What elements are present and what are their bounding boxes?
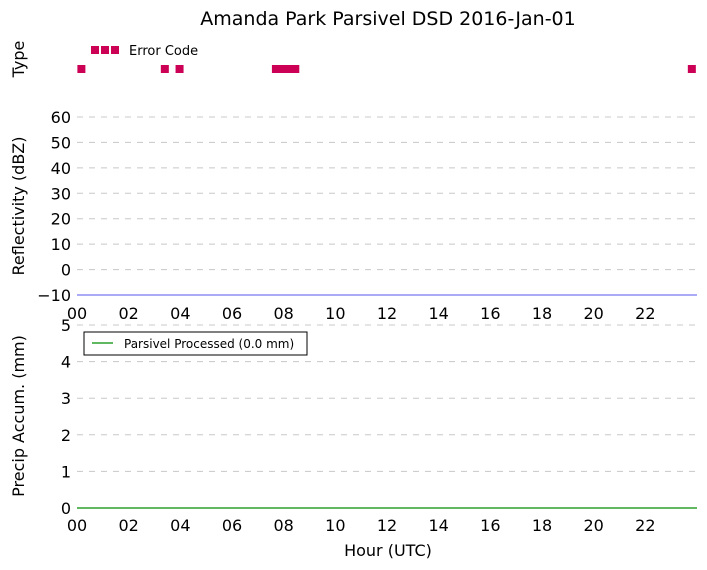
y-tick-label: 30	[51, 184, 71, 203]
reflectivity-panel: Reflectivity (dBZ) 60 50 40 30 20 10 0 −10 00 02…	[9, 108, 697, 323]
x-tick-label: 12	[377, 304, 397, 323]
y-tick-label: 40	[51, 159, 71, 178]
x-tick-label: 00	[67, 304, 87, 323]
error-code-marker	[160, 65, 169, 73]
x-tick-label: 06	[222, 516, 242, 535]
x-tick-label: 08	[273, 304, 293, 323]
reflectivity-y-ticks: 60 50 40 30 20 10 0 −10	[37, 108, 71, 305]
precip-legend: Parsivel Processed (0.0 mm)	[83, 331, 308, 356]
reflectivity-ylabel: Reflectivity (dBZ)	[9, 137, 28, 276]
y-tick-label: −10	[37, 286, 71, 305]
x-tick-label: 04	[170, 516, 190, 535]
y-tick-label: 0	[61, 499, 71, 518]
x-tick-label: 00	[67, 516, 87, 535]
legend-label-parsivel: Parsivel Processed (0.0 mm)	[124, 337, 294, 351]
y-tick-label: 60	[51, 108, 71, 127]
y-tick-label: 1	[61, 462, 71, 481]
x-axis-label: Hour (UTC)	[344, 541, 432, 560]
precip-x-ticks: 00 02 04 06 08 10 12 14 16 18 20 22	[67, 516, 656, 535]
error-code-marker	[687, 65, 696, 73]
y-tick-label: 20	[51, 210, 71, 229]
error-code-marker	[175, 65, 184, 73]
error-code-marker	[284, 65, 293, 73]
reflectivity-x-ticks: 00 02 04 06 08 10 12 14 16 18 20 22	[67, 304, 656, 323]
type-ylabel: Type	[9, 41, 28, 79]
x-tick-label: 18	[532, 516, 552, 535]
reflectivity-grid	[77, 116, 697, 271]
error-code-marker	[77, 65, 86, 73]
y-tick-label: 10	[51, 235, 71, 254]
y-tick-label: 4	[61, 353, 71, 372]
x-tick-label: 18	[532, 304, 552, 323]
x-tick-label: 06	[222, 304, 242, 323]
x-tick-label: 04	[170, 304, 190, 323]
x-tick-label: 20	[583, 516, 603, 535]
x-tick-label: 20	[583, 304, 603, 323]
error-code-marker	[271, 65, 280, 73]
legend-marker	[91, 46, 99, 54]
x-tick-label: 14	[428, 304, 448, 323]
y-tick-label: 0	[61, 261, 71, 280]
x-tick-label: 10	[325, 516, 345, 535]
precip-y-ticks: 5 4 3 2 1 0	[61, 316, 71, 518]
y-tick-label: 50	[51, 133, 71, 152]
x-tick-label: 22	[635, 304, 655, 323]
legend-marker	[101, 46, 109, 54]
x-tick-label: 08	[273, 516, 293, 535]
x-tick-label: 10	[325, 304, 345, 323]
type-legend: Error Code	[91, 44, 198, 59]
error-code-series	[77, 65, 696, 73]
chart-title: Amanda Park Parsivel DSD 2016-Jan-01	[200, 8, 575, 30]
legend-box	[83, 331, 308, 356]
x-tick-label: 12	[377, 516, 397, 535]
x-tick-label: 16	[480, 304, 500, 323]
x-tick-label: 16	[480, 516, 500, 535]
precip-grid	[77, 324, 697, 472]
y-tick-label: 2	[61, 426, 71, 445]
legend-marker	[111, 46, 119, 54]
type-panel: Type Error Code	[9, 41, 696, 79]
x-tick-label: 14	[428, 516, 448, 535]
error-code-marker	[278, 65, 287, 73]
x-tick-label: 02	[118, 516, 138, 535]
x-tick-label: 22	[635, 516, 655, 535]
legend-label-error-code: Error Code	[129, 44, 198, 59]
precip-ylabel: Precip Accum. (mm)	[9, 335, 28, 497]
y-tick-label: 5	[61, 316, 71, 335]
y-tick-label: 3	[61, 389, 71, 408]
error-code-marker	[291, 65, 300, 73]
x-tick-label: 02	[118, 304, 138, 323]
